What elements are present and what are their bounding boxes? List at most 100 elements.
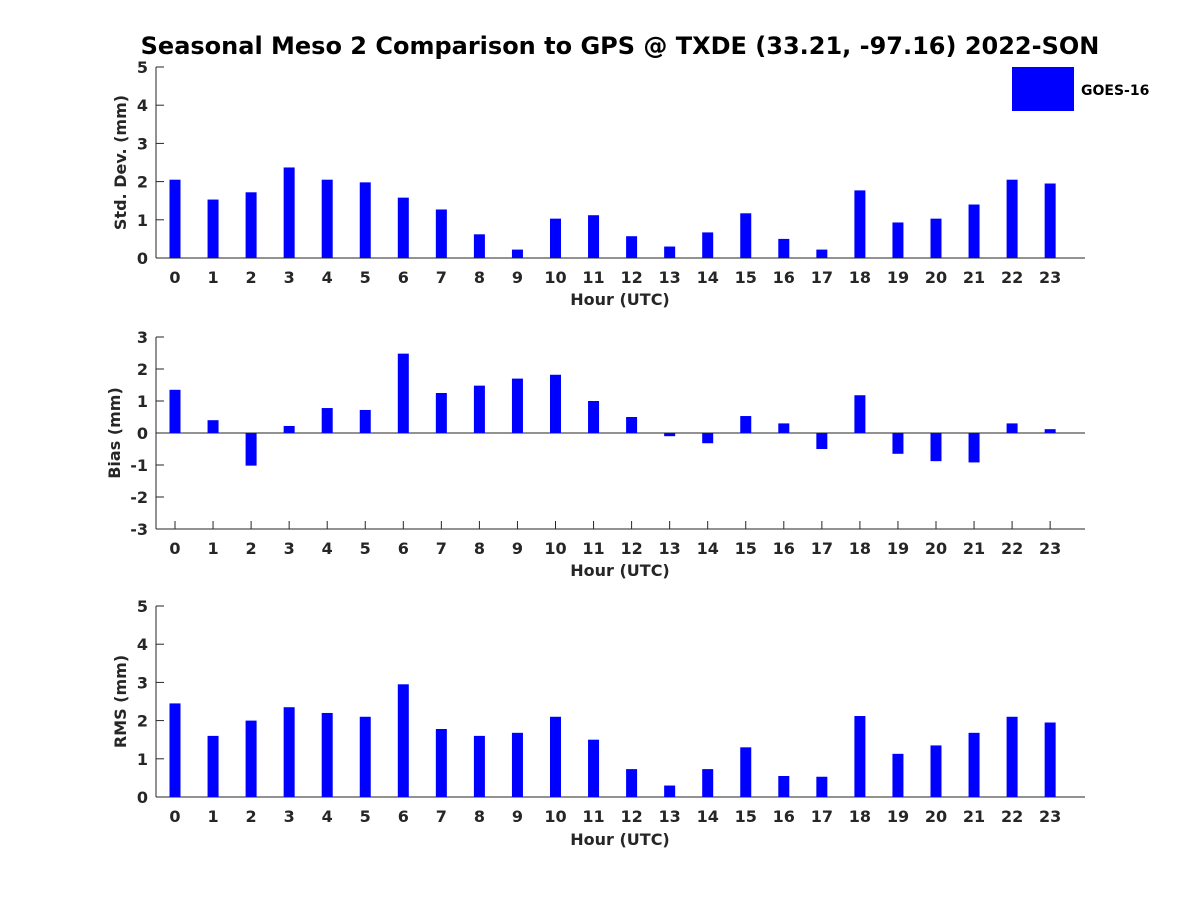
x-tick-label: 0 xyxy=(169,539,180,558)
x-tick-label: 2 xyxy=(246,539,257,558)
bar xyxy=(550,374,561,433)
x-tick-label: 7 xyxy=(436,268,447,287)
bar xyxy=(321,712,333,797)
bar xyxy=(778,238,790,258)
x-tick-label: 4 xyxy=(322,539,333,558)
bar xyxy=(854,716,866,797)
x-tick-label: 19 xyxy=(887,268,909,287)
bar xyxy=(207,199,219,258)
bar xyxy=(930,218,942,258)
bar xyxy=(435,729,447,797)
x-tick-label: 9 xyxy=(512,268,523,287)
x-tick-label: 6 xyxy=(398,268,409,287)
bar xyxy=(283,707,295,797)
bar xyxy=(435,393,447,433)
bar xyxy=(816,776,828,797)
bar xyxy=(359,182,371,258)
bar xyxy=(588,401,600,433)
x-tick-label: 18 xyxy=(849,539,871,558)
x-tick-label: 3 xyxy=(284,539,295,558)
x-tick-label: 8 xyxy=(474,539,485,558)
x-tick-label: 14 xyxy=(697,268,719,287)
bar xyxy=(359,409,371,433)
bar xyxy=(892,753,904,797)
bar xyxy=(245,192,257,258)
bar xyxy=(321,179,333,258)
y-tick-label: -2 xyxy=(130,488,148,507)
x-tick-label: 15 xyxy=(735,807,757,826)
x-tick-label: 0 xyxy=(169,268,180,287)
x-tick-label: 20 xyxy=(925,807,947,826)
x-tick-label: 18 xyxy=(849,268,871,287)
x-tick-label: 1 xyxy=(207,268,218,287)
y-tick-label: 0 xyxy=(137,249,148,268)
bar xyxy=(207,420,219,433)
x-tick-label: 10 xyxy=(544,807,566,826)
x-tick-label: 16 xyxy=(773,268,795,287)
bar xyxy=(321,408,333,433)
x-tick-label: 6 xyxy=(398,807,409,826)
x-tick-label: 5 xyxy=(360,539,371,558)
x-tick-label: 4 xyxy=(322,268,333,287)
bar xyxy=(283,167,295,258)
legend-swatch xyxy=(1012,67,1074,111)
bar xyxy=(1044,183,1056,258)
x-tick-label: 11 xyxy=(582,539,604,558)
bar xyxy=(511,249,523,258)
x-tick-label: 8 xyxy=(474,268,485,287)
bar xyxy=(892,222,904,258)
bar xyxy=(397,353,409,433)
x-axis-label: Hour (UTC) xyxy=(570,830,670,849)
bar xyxy=(473,234,485,258)
x-tick-label: 0 xyxy=(169,807,180,826)
bar xyxy=(435,209,447,258)
y-tick-label: 4 xyxy=(137,96,148,115)
x-tick-label: 1 xyxy=(207,539,218,558)
x-tick-label: 2 xyxy=(246,807,257,826)
x-tick-label: 22 xyxy=(1001,268,1023,287)
bar xyxy=(740,747,752,797)
legend: GOES-16 xyxy=(1012,67,1149,111)
bar xyxy=(702,769,714,797)
bar xyxy=(702,232,714,258)
bar xyxy=(169,179,181,258)
bar xyxy=(702,433,714,444)
x-tick-label: 16 xyxy=(773,807,795,826)
y-tick-label: 5 xyxy=(137,597,148,616)
x-tick-label: 19 xyxy=(887,807,909,826)
bar xyxy=(1044,429,1056,433)
bar xyxy=(473,735,485,797)
x-tick-label: 17 xyxy=(811,539,833,558)
x-tick-label: 20 xyxy=(925,268,947,287)
chart-title: Seasonal Meso 2 Comparison to GPS @ TXDE… xyxy=(141,32,1100,60)
x-tick-label: 17 xyxy=(811,807,833,826)
y-tick-label: 5 xyxy=(137,58,148,77)
bar xyxy=(245,720,257,797)
y-tick-label: 1 xyxy=(137,392,148,411)
bar xyxy=(968,204,980,258)
x-tick-label: 23 xyxy=(1039,268,1061,287)
bar xyxy=(397,197,409,258)
x-tick-label: 4 xyxy=(322,807,333,826)
x-axis-label: Hour (UTC) xyxy=(570,290,670,309)
x-tick-label: 21 xyxy=(963,268,985,287)
y-tick-label: 2 xyxy=(137,360,148,379)
x-tick-label: 17 xyxy=(811,268,833,287)
x-tick-label: 12 xyxy=(620,268,642,287)
bar xyxy=(626,769,638,797)
bar xyxy=(778,423,790,433)
bar xyxy=(588,739,600,797)
x-tick-label: 8 xyxy=(474,807,485,826)
bar xyxy=(778,775,790,797)
bar xyxy=(968,732,980,797)
x-tick-label: 19 xyxy=(887,539,909,558)
x-tick-label: 2 xyxy=(246,268,257,287)
x-tick-label: 10 xyxy=(544,268,566,287)
y-tick-label: 3 xyxy=(137,134,148,153)
bar xyxy=(588,215,600,258)
bar xyxy=(207,735,219,797)
y-axis-label: Bias (mm) xyxy=(105,387,124,479)
x-tick-label: 21 xyxy=(963,807,985,826)
